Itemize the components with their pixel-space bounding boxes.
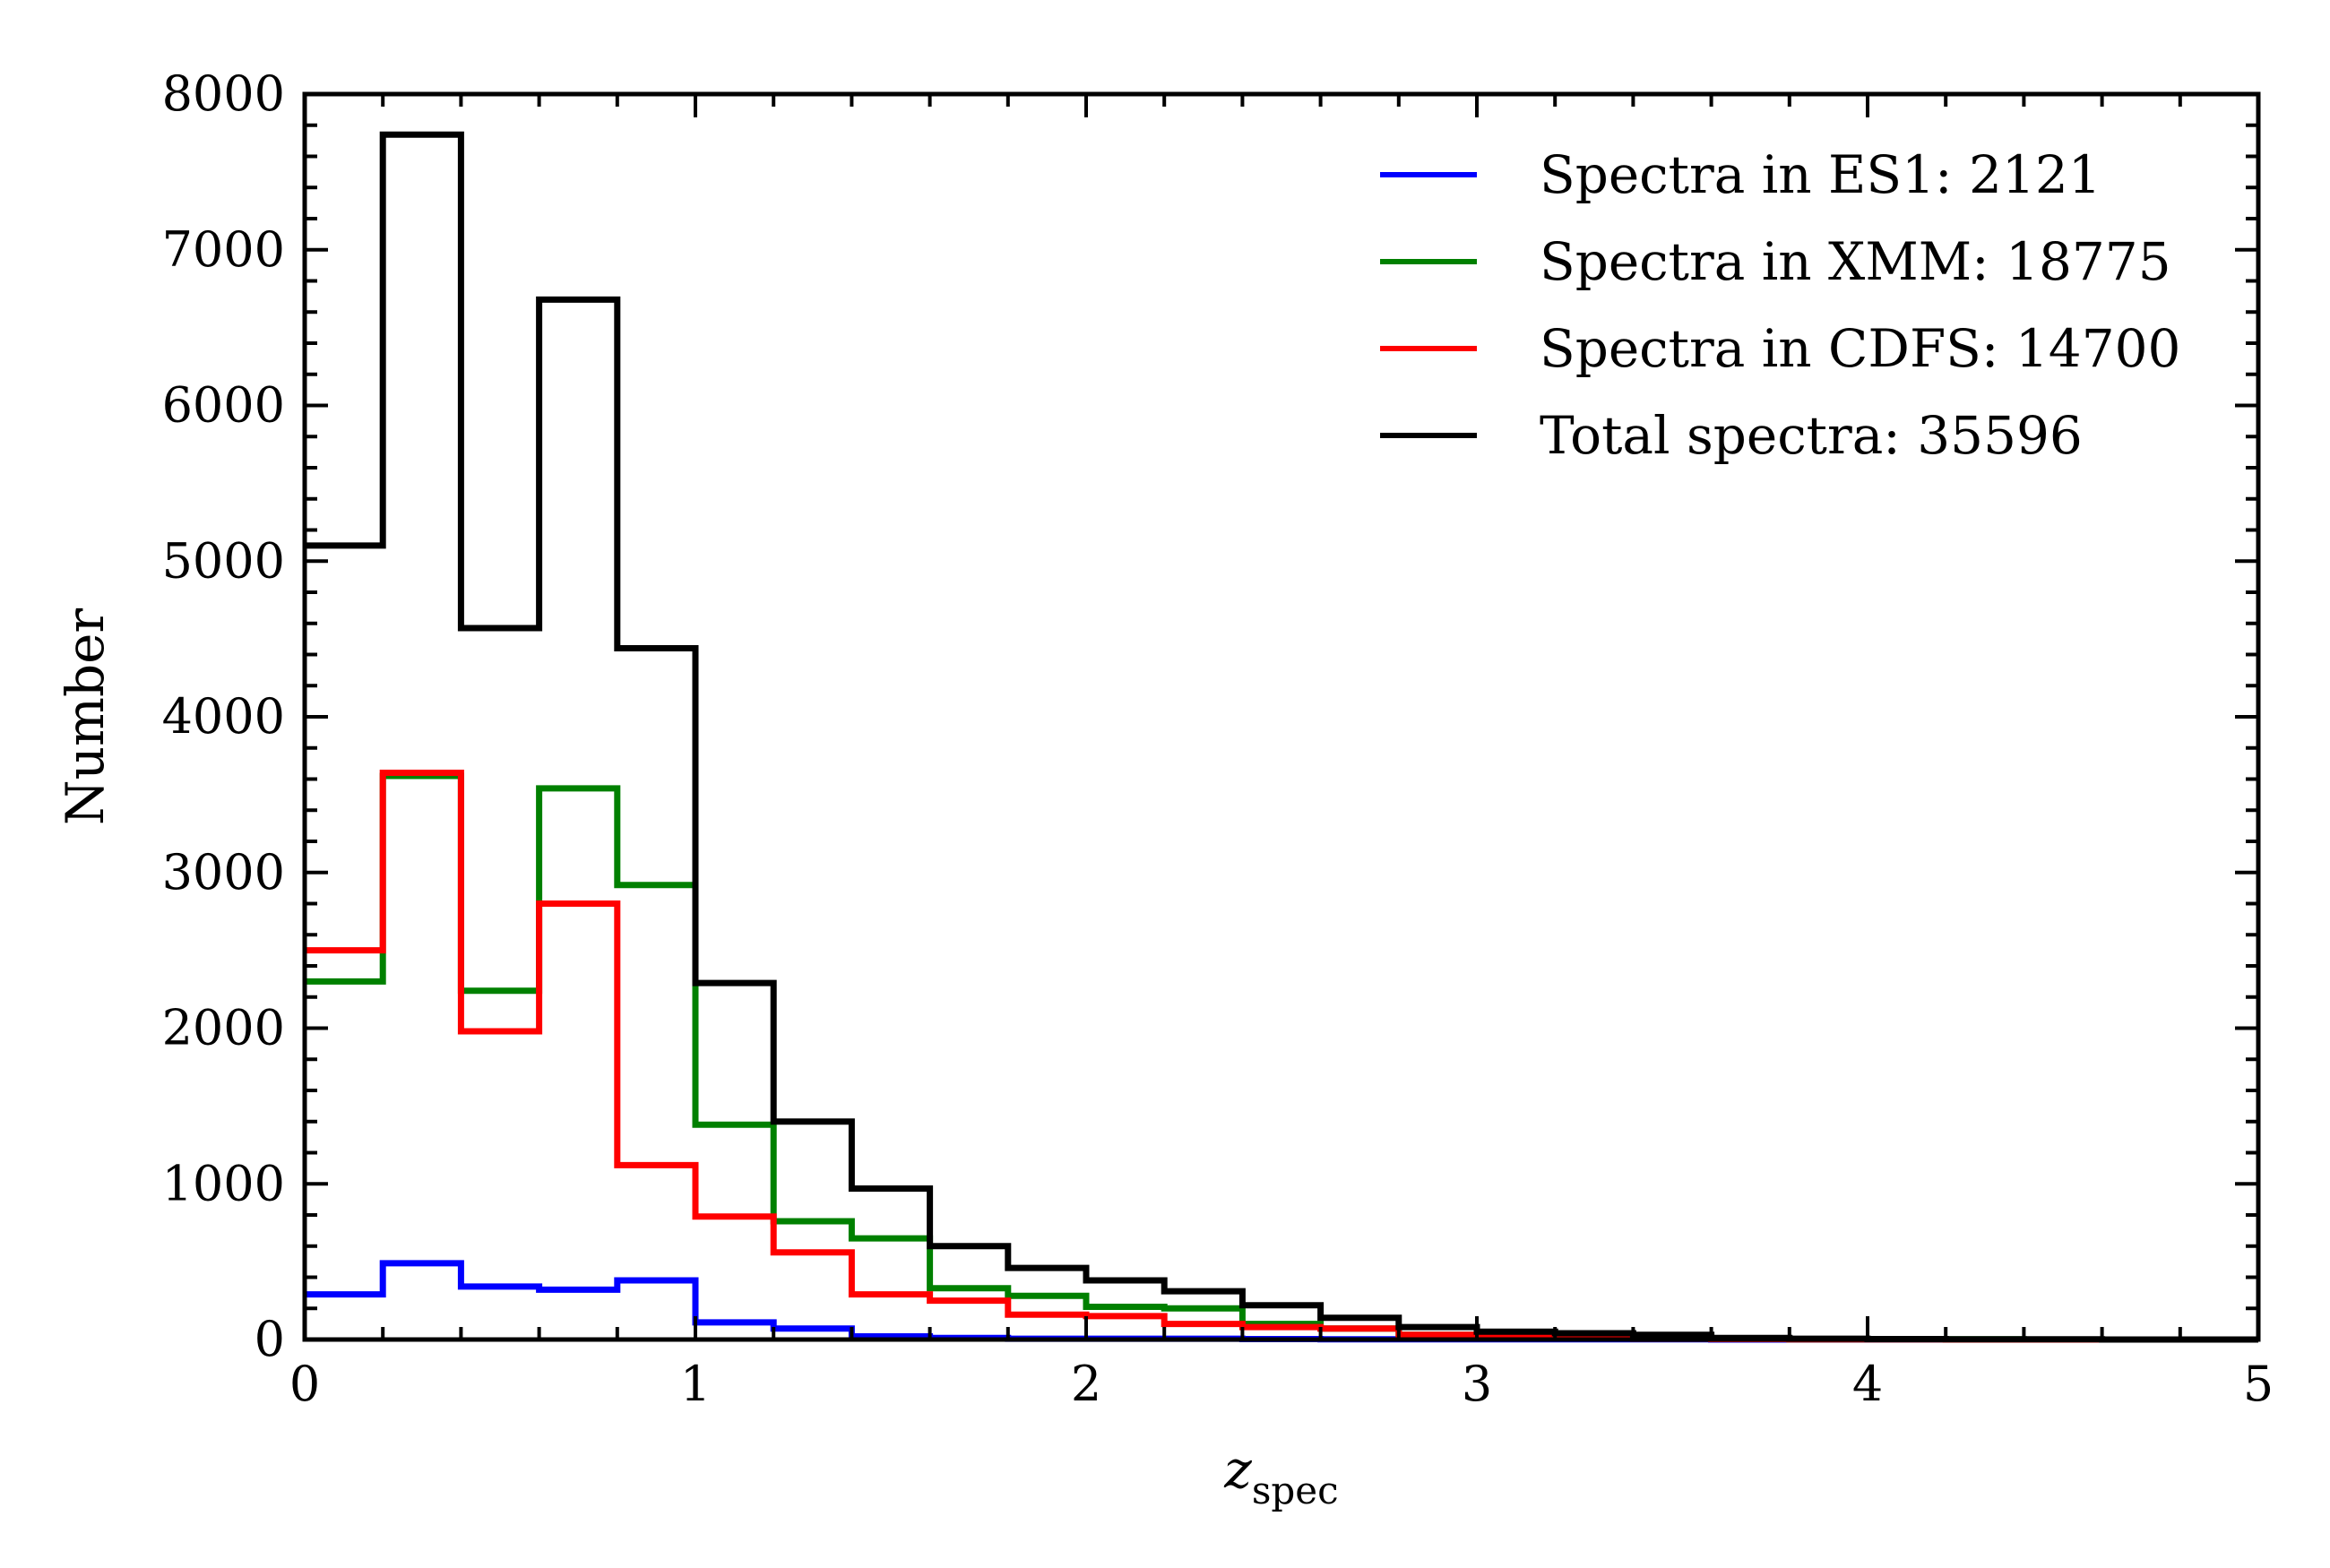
y-tick-label-5: 5000 — [162, 532, 285, 589]
legend: Spectra in ES1: 2121 Spectra in XMM: 1877… — [1380, 144, 2180, 466]
y-tick-label-4: 4000 — [162, 688, 285, 745]
series-layer — [305, 131, 2258, 1343]
y-axis-label: Number — [55, 608, 116, 826]
legend-label-2: Spectra in CDFS: 14700 — [1540, 318, 2180, 379]
x-tick-label-5: 5 — [2243, 1356, 2274, 1412]
x-axis-label-main: z — [1223, 1439, 1252, 1500]
x-axis-label: zspec — [1223, 1439, 1338, 1512]
x-tick-label-0: 0 — [289, 1356, 320, 1412]
y-tick-label-2: 2000 — [162, 1000, 285, 1056]
x-tick-label-4: 4 — [1852, 1356, 1883, 1412]
y-tick-label-1: 1000 — [162, 1155, 285, 1211]
legend-label-3: Total spectra: 35596 — [1540, 405, 2083, 466]
legend-label-1: Spectra in XMM: 18775 — [1540, 231, 2171, 292]
x-axis-label-subscript: spec — [1252, 1469, 1339, 1512]
y-tick-label-7: 7000 — [162, 221, 285, 278]
tick-labels-layer: 0 1 2 3 4 5 0 1000 2000 3000 4000 5000 6000 7000 8000 — [162, 65, 2274, 1412]
y-tick-label-0: 0 — [255, 1311, 285, 1367]
x-tick-label-1: 1 — [680, 1356, 711, 1412]
y-tick-label-6: 6000 — [162, 377, 285, 434]
y-tick-label-8: 8000 — [162, 65, 285, 122]
y-tick-label-3: 3000 — [162, 844, 285, 900]
legend-label-0: Spectra in ES1: 2121 — [1540, 144, 2101, 205]
plot-frame — [302, 91, 2261, 1342]
series-line-1 — [305, 772, 2258, 1343]
x-tick-label-2: 2 — [1071, 1356, 1101, 1412]
series-line-3 — [305, 131, 2258, 1343]
series-line-2 — [305, 770, 2258, 1343]
x-tick-label-3: 3 — [1462, 1356, 1492, 1412]
